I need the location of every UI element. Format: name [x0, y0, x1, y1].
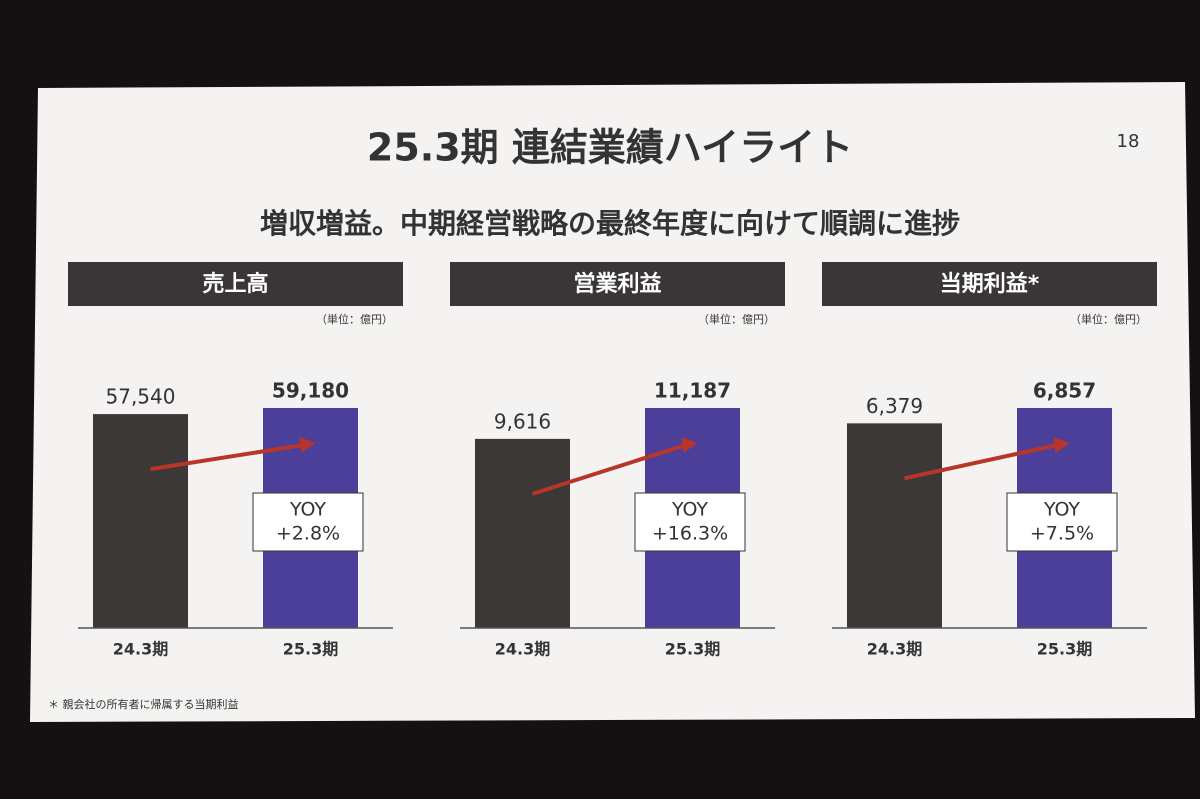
page-number: 18 [1117, 131, 1140, 152]
category-label: 25.3期 [665, 640, 720, 659]
value-label: 11,187 [654, 379, 731, 403]
trend-arrow [904, 443, 1058, 481]
value-label: 57,540 [106, 385, 176, 409]
yoy-box [252, 492, 364, 552]
bar [847, 423, 942, 628]
yoy-text: YOY [1043, 499, 1080, 521]
yoy-text: +7.5% [1030, 523, 1094, 545]
value-label: 59,180 [272, 379, 349, 403]
arrow-head [681, 437, 698, 453]
panel-title: 当期利益* [940, 271, 1040, 297]
arrow-head [299, 437, 316, 453]
subtitle: 増収増益。中期経営戦略の最終年度に向けて順調に進捗 [260, 207, 960, 240]
bar [475, 438, 570, 628]
unit-note: （単位：億円） [316, 312, 393, 326]
panel-title: 売上高 [202, 271, 268, 297]
yoy-box [1006, 492, 1118, 552]
category-label: 25.3期 [283, 640, 338, 659]
yoy-text: YOY [289, 499, 326, 521]
bar [93, 414, 188, 628]
footnote: ＊ 親会社の所有者に帰属する当期利益 [48, 697, 239, 711]
panel-header [822, 262, 1157, 306]
panel-header [450, 262, 785, 306]
unit-note: （単位：億円） [1070, 312, 1147, 326]
yoy-text: +16.3% [652, 523, 728, 545]
arrow-head [1053, 437, 1070, 453]
trend-arrow [150, 443, 304, 472]
trend-arrow [531, 443, 687, 496]
panel-title: 営業利益 [573, 271, 661, 297]
unit-note: （単位：億円） [698, 312, 775, 326]
category-label: 24.3期 [113, 640, 168, 659]
value-label: 9,616 [494, 409, 551, 433]
category-label: 24.3期 [867, 640, 922, 659]
yoy-text: YOY [671, 499, 708, 521]
value-label: 6,379 [866, 394, 923, 418]
panel-header [68, 262, 403, 306]
yoy-text: +2.8% [276, 523, 340, 545]
slide-title: 25.3期 連結業績ハイライト [367, 126, 853, 170]
category-label: 25.3期 [1037, 640, 1092, 659]
value-label: 6,857 [1033, 379, 1096, 403]
yoy-box [634, 492, 746, 552]
category-label: 24.3期 [495, 640, 550, 659]
